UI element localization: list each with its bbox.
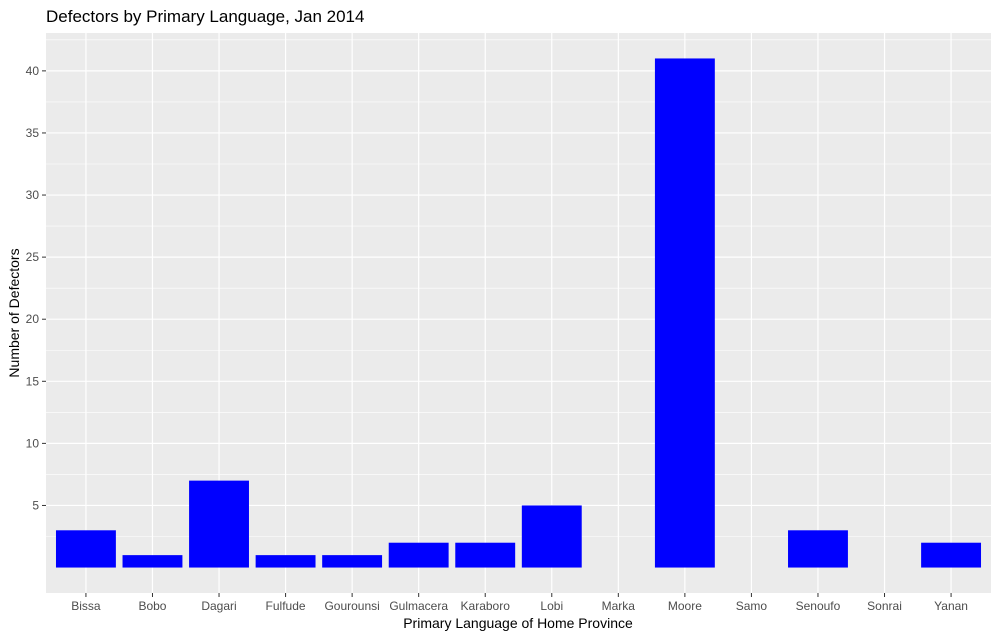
x-tick-label: Moore — [668, 599, 702, 613]
bar-karaboro — [455, 542, 516, 568]
x-axis-title: Primary Language of Home Province — [403, 615, 633, 631]
bar-dagari — [189, 480, 249, 568]
chart-title: Defectors by Primary Language, Jan 2014 — [46, 7, 364, 26]
major-gridlines — [46, 33, 991, 593]
bar-moore — [654, 58, 715, 568]
bar-bissa — [55, 530, 116, 568]
x-tick-label: Bissa — [71, 599, 101, 613]
y-tick-label: 5 — [32, 498, 39, 512]
bar-gourounsi — [322, 555, 383, 568]
bar-gulmacera — [388, 542, 449, 568]
y-tick-label: 25 — [26, 250, 40, 264]
y-axis: 5 10 15 20 25 30 35 40 — [26, 64, 46, 512]
x-tick-label: Bobo — [138, 599, 166, 613]
x-tick-label: Dagari — [201, 599, 236, 613]
bar-senoufo — [788, 530, 848, 568]
x-tick-label: Lobi — [540, 599, 563, 613]
x-axis: Bissa Bobo Dagari Fulfude Gourounsi Gulmacera… — [71, 593, 968, 613]
x-tick-label: Senoufo — [796, 599, 841, 613]
bars — [55, 58, 982, 568]
bar-lobi — [521, 505, 582, 568]
plot-panel — [46, 33, 991, 593]
x-tick-label: Karaboro — [461, 599, 511, 613]
y-tick-label: 35 — [26, 126, 40, 140]
bar-bobo — [122, 555, 183, 568]
x-tick-label: Fulfude — [266, 599, 306, 613]
y-axis-title: Number of Defectors — [6, 248, 22, 377]
y-tick-label: 10 — [26, 436, 40, 450]
y-tick-label: 30 — [26, 188, 40, 202]
x-tick-label: Sonrai — [867, 599, 902, 613]
bar-yanan — [921, 542, 982, 568]
y-tick-label: 20 — [26, 312, 40, 326]
x-tick-label: Gourounsi — [324, 599, 379, 613]
x-tick-label: Marka — [602, 599, 636, 613]
x-tick-label: Gulmacera — [389, 599, 448, 613]
x-tick-label: Samo — [736, 599, 768, 613]
y-tick-label: 15 — [26, 374, 40, 388]
y-tick-label: 40 — [26, 64, 40, 78]
minor-gridlines — [46, 39, 991, 537]
x-tick-label: Yanan — [934, 599, 968, 613]
bar-fulfude — [255, 555, 316, 568]
